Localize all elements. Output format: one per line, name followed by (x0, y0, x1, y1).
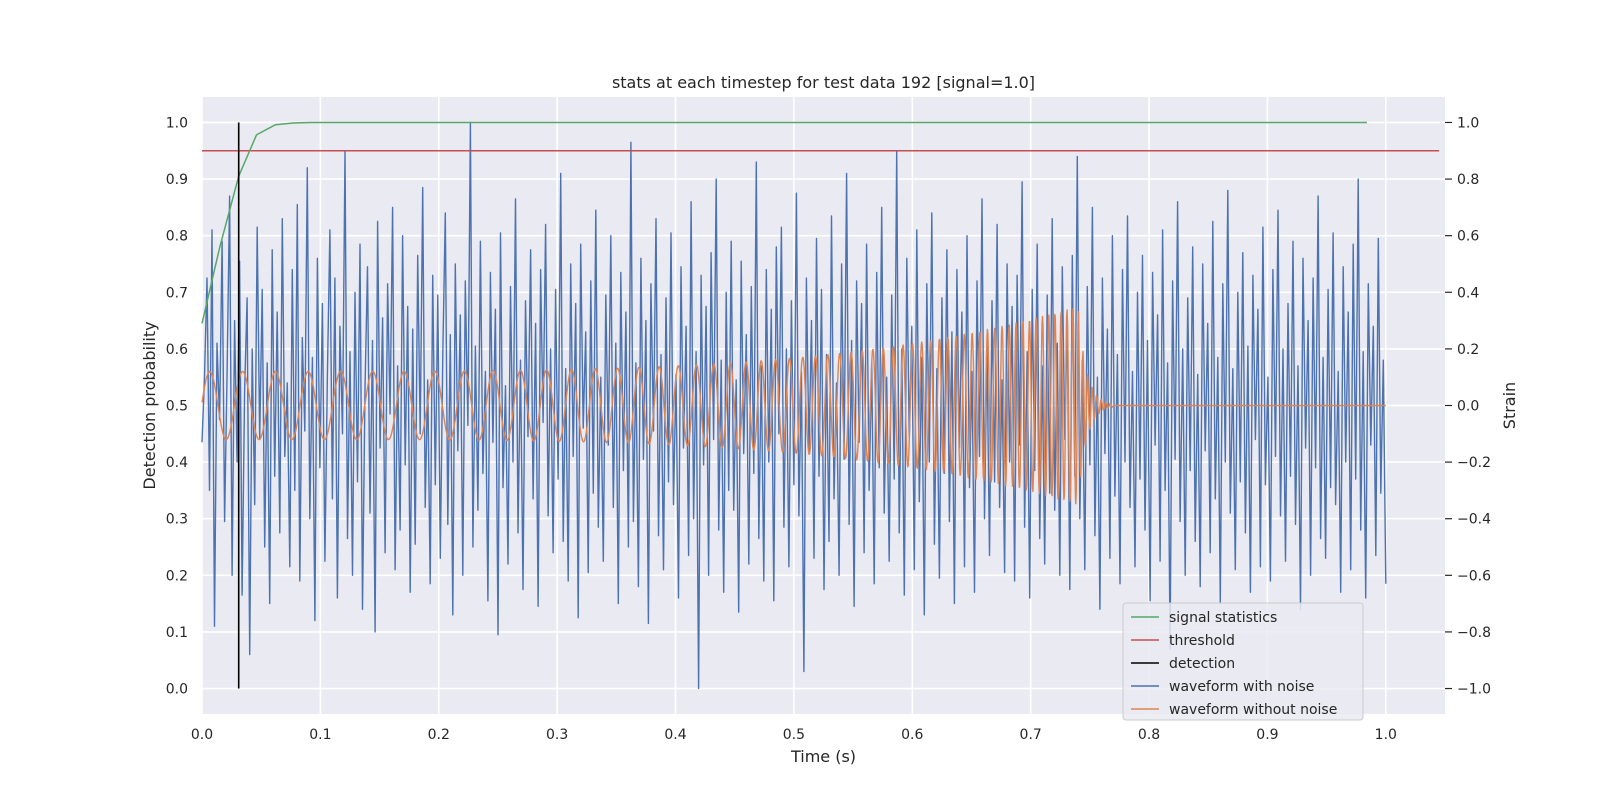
legend-label: waveform with noise (1169, 679, 1314, 695)
y-tick-label: 1.0 (166, 115, 188, 131)
y2-tick-label: 1.0 (1457, 115, 1479, 131)
legend-label: threshold (1169, 633, 1235, 649)
x-tick-label: 0.1 (309, 727, 331, 743)
series-signal-statistics (201, 121, 1367, 324)
y-tick-label: 0.5 (166, 399, 188, 415)
chart-title: stats at each timestep for test data 192… (612, 73, 1035, 92)
x-tick-label: 0.7 (1020, 727, 1042, 743)
y-tick-label: 0.3 (166, 512, 188, 528)
series-waveform-without-noise (201, 308, 1387, 505)
y2-axis-ticks: −1.0 −0.8 −0.6 −0.4 −0.2 0.0 0.2 0.4 0.6 0.8 1.0 (1445, 115, 1491, 698)
y-tick-label: 0.6 (166, 342, 188, 358)
y2-tick-label: −1.0 (1457, 682, 1491, 698)
x-tick-label: 0.3 (546, 727, 568, 743)
y-tick-label: 0.2 (166, 568, 188, 584)
y2-tick-label: 0.0 (1457, 399, 1479, 415)
y-tick-label: 0.4 (166, 455, 188, 471)
legend-label: signal statistics (1169, 610, 1277, 626)
series-layer (201, 121, 1440, 690)
x-axis-ticks: 0.0 0.1 0.2 0.3 0.4 0.5 0.6 0.7 0.8 0.9 1.0 (191, 727, 1397, 743)
legend-label: waveform without noise (1169, 702, 1337, 718)
y2-tick-label: −0.8 (1457, 625, 1491, 641)
x-tick-label: 0.0 (191, 727, 213, 743)
y-tick-label: 0.8 (166, 229, 188, 245)
y-tick-label: 0.1 (166, 625, 188, 641)
x-tick-label: 0.8 (1138, 727, 1160, 743)
x-axis-label: Time (s) (790, 747, 856, 766)
x-tick-label: 0.5 (783, 727, 805, 743)
y2-tick-label: 0.4 (1457, 285, 1479, 301)
y-axis-ticks: 0.0 0.1 0.2 0.3 0.4 0.5 0.6 0.7 0.8 0.9 1.0 (166, 115, 188, 697)
y2-tick-label: 0.6 (1457, 229, 1479, 245)
x-tick-label: 0.2 (428, 727, 450, 743)
legend: signal statistics threshold detection wavef… (1122, 602, 1364, 721)
y-tick-label: 0.0 (166, 682, 188, 698)
series-waveform-with-noise (201, 121, 1387, 690)
y-axis-label: Detection probability (140, 321, 159, 489)
y2-tick-label: 0.8 (1457, 172, 1479, 188)
legend-box (1122, 602, 1364, 721)
y-tick-label: 0.9 (166, 172, 188, 188)
x-tick-label: 1.0 (1375, 727, 1397, 743)
legend-label: detection (1169, 656, 1235, 672)
y2-tick-label: −0.6 (1457, 568, 1491, 584)
y2-tick-label: −0.2 (1457, 455, 1491, 471)
x-tick-label: 0.4 (664, 727, 686, 743)
y2-axis-label: Strain (1500, 382, 1519, 429)
y2-tick-label: 0.2 (1457, 342, 1479, 358)
x-tick-label: 0.9 (1256, 727, 1278, 743)
y2-tick-label: −0.4 (1457, 512, 1491, 528)
x-tick-label: 0.6 (901, 727, 923, 743)
y-tick-label: 0.7 (166, 285, 188, 301)
